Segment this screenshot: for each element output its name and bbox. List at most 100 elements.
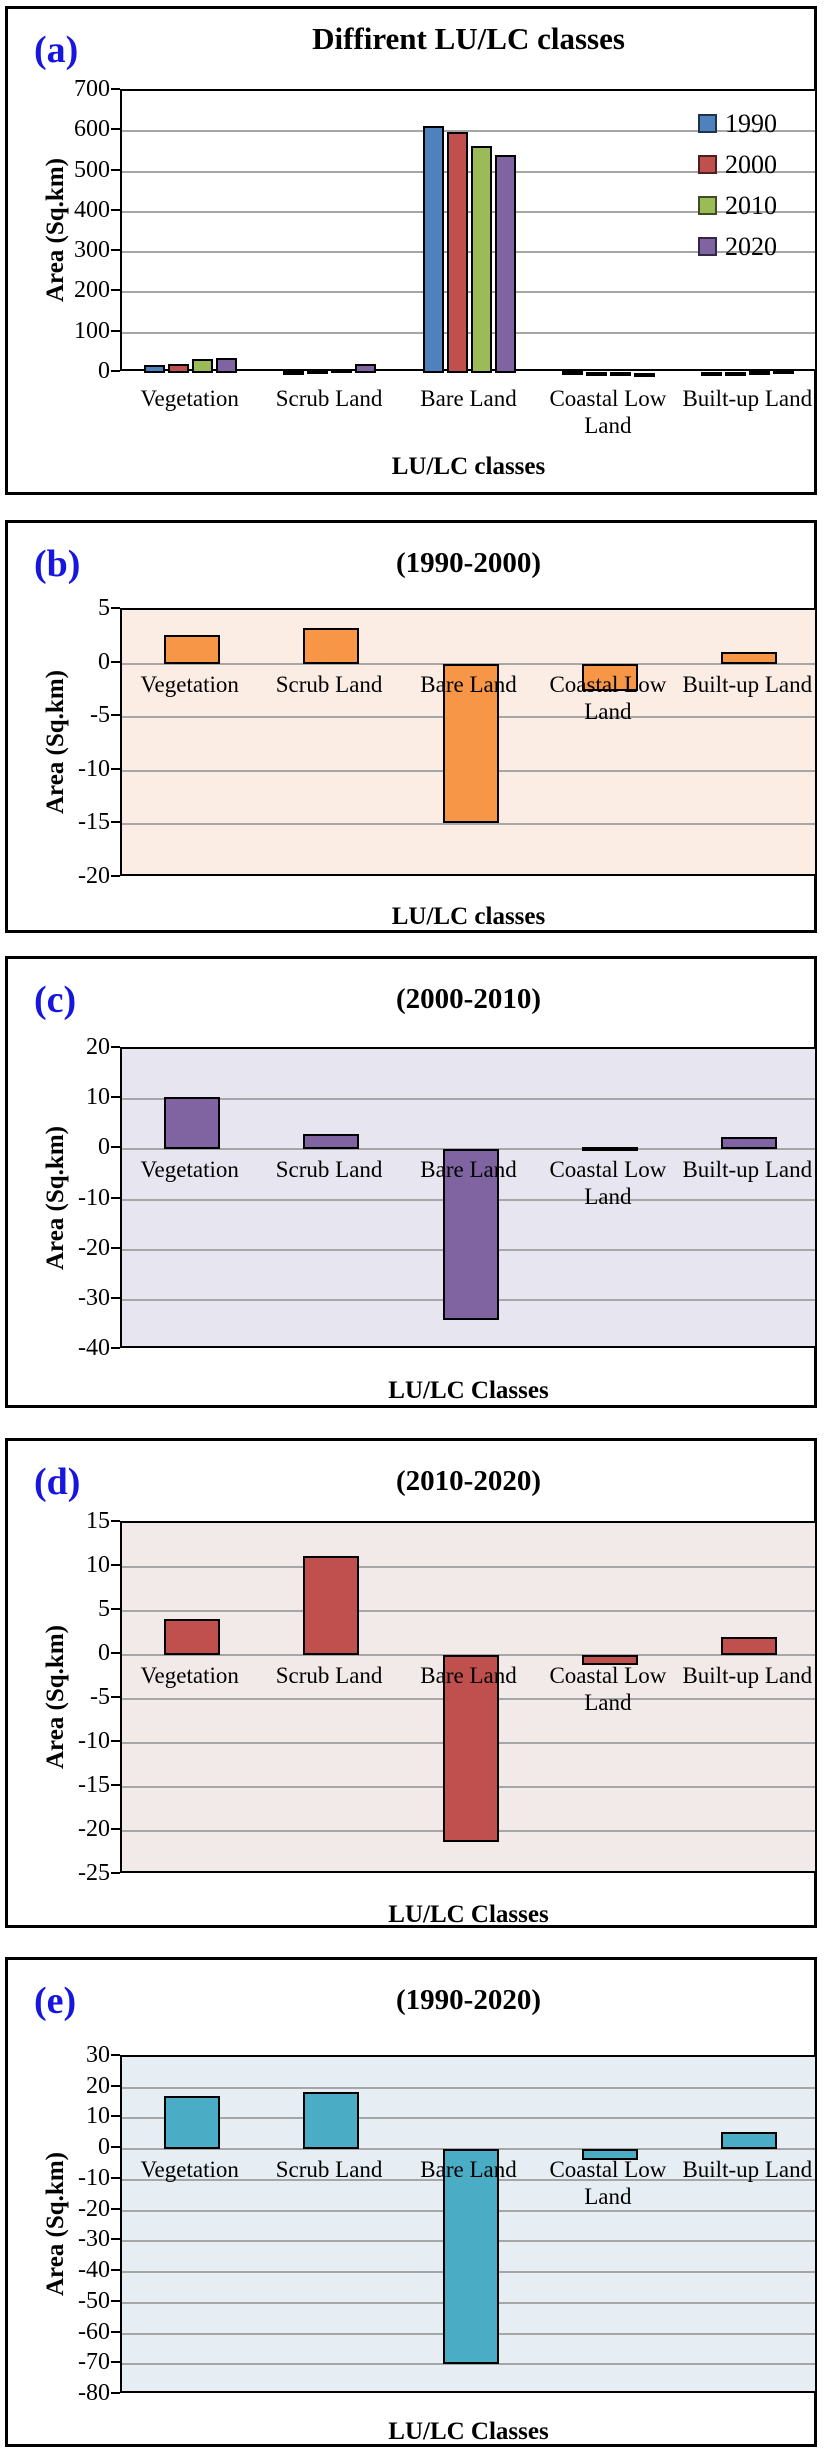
bar-bare-land-2000 [446, 132, 468, 373]
y-tick-label: 5 [98, 595, 110, 621]
gridline [122, 823, 815, 826]
legend-swatch-2010 [698, 196, 717, 215]
y-tick-label: -20 [78, 2195, 110, 2222]
y-tick-mark [111, 1872, 120, 1874]
x-category-label: Scrub Land [275, 1157, 383, 1183]
x-category-label: Scrub Land [275, 2157, 383, 2183]
y-tick-label: -20 [78, 1816, 110, 1842]
y-tick-label: 0 [98, 1640, 110, 1666]
x-category-label: Bare Land [420, 2157, 517, 2183]
bar-vegetation-1990 [143, 364, 165, 373]
x-category-label: Vegetation [140, 671, 239, 697]
x-category-label: Vegetation [140, 386, 239, 411]
y-tick-label: 10 [86, 1084, 110, 1111]
y-tick-label: 500 [74, 156, 110, 183]
bar-scrub-land-2010 [331, 368, 353, 373]
bar-bare-land [442, 1655, 499, 1842]
y-tick-mark [111, 714, 120, 717]
panel-d: (d) (2010-2020) Area (Sq.km) LU/LC Class… [5, 1438, 817, 1928]
chart-title-e: (1990-2020) [396, 1984, 541, 2016]
x-category-label: Built-up Land [682, 1663, 813, 1688]
legend-swatch-1990 [698, 114, 717, 133]
chart-title-c: (2000-2010) [396, 983, 541, 1015]
panel-c: (c) (2000-2010) Area (Sq.km) LU/LC Class… [5, 956, 817, 1408]
y-tick-label: 5 [98, 1596, 110, 1622]
x-category-label: Built-up Land [682, 1157, 813, 1183]
y-tick-label: 0 [98, 648, 110, 675]
bar-built-up-land [721, 1636, 778, 1655]
bar-coastal-low-land-2020 [633, 372, 655, 377]
x-axis-title-a: LU/LC classes [391, 453, 546, 480]
plot-area-b [120, 608, 817, 876]
y-tick-label: -20 [78, 1234, 110, 1261]
y-tick-label: -10 [78, 1728, 110, 1754]
y-tick-mark [111, 1564, 120, 1566]
panel-letter-e: (e) [34, 1980, 77, 2022]
y-tick-mark [111, 1246, 120, 1249]
y-tick-mark [111, 2392, 120, 2394]
y-tick-mark [111, 2269, 120, 2272]
x-category-label: Built-up Land [682, 386, 813, 411]
x-category-label: Built-up Land [682, 2157, 813, 2183]
bar-coastal-low-land [581, 1655, 638, 1665]
gridline [122, 130, 815, 133]
x-category-label: Coastal Low Land [549, 671, 667, 724]
y-tick-label: -5 [90, 702, 110, 729]
plot-area-a: 1990 2000 2010 2020 [120, 89, 817, 377]
y-tick-label: -80 [78, 2380, 110, 2406]
y-tick-mark [111, 128, 120, 131]
x-axis-title-c: LU/LC Classes [388, 1377, 549, 1404]
bar-scrub-land-1990 [283, 371, 305, 376]
x-category-label: Coastal Low Land [549, 1157, 667, 1210]
y-tick-mark [111, 370, 120, 372]
y-tick-label: 30 [86, 2042, 110, 2068]
gridline [122, 251, 815, 254]
y-tick-label: 20 [86, 1034, 110, 1060]
y-tick-label: -15 [78, 1772, 110, 1798]
y-tick-mark [111, 1696, 120, 1698]
x-category-label: Bare Land [420, 671, 517, 697]
panel-a: (a) Diffirent LU/LC classes Area (Sq.km)… [5, 6, 817, 495]
x-category-label: Vegetation [140, 2157, 239, 2183]
legend-item-2010: 2010 [698, 185, 777, 226]
x-category-label: Bare Land [420, 1157, 517, 1183]
y-tick-label: -70 [78, 2349, 110, 2376]
y-tick-mark [111, 88, 120, 90]
y-tick-label: 20 [86, 2072, 110, 2099]
bar-built-up-land-2020 [773, 370, 795, 375]
gridline [122, 2086, 815, 2089]
plot-area-e [120, 2055, 817, 2393]
x-category-label: Scrub Land [275, 671, 383, 697]
y-tick-mark [111, 1046, 120, 1048]
legend-label: 1990 [725, 108, 777, 138]
panel-letter-d: (d) [34, 1461, 81, 1503]
bar-vegetation-2010 [191, 359, 213, 373]
y-tick-label: -10 [78, 1184, 110, 1211]
legend-swatch-2000 [698, 155, 717, 174]
y-tick-mark [111, 1146, 120, 1149]
y-tick-label: 0 [98, 2134, 110, 2161]
bar-bare-land-1990 [422, 126, 444, 373]
bar-coastal-low-land-1990 [561, 371, 583, 376]
y-tick-label: -30 [78, 2226, 110, 2253]
bar-scrub-land-2000 [307, 370, 329, 375]
x-category-label: Bare Land [420, 386, 517, 411]
bar-scrub-land [303, 1555, 360, 1655]
bar-built-up-land [721, 1136, 778, 1150]
x-category-label: Coastal Low Land [549, 2157, 667, 2210]
y-tick-label: -10 [78, 2164, 110, 2191]
panel-letter-a: (a) [34, 29, 79, 71]
y-tick-mark [111, 660, 120, 663]
y-tick-mark [111, 2176, 120, 2179]
y-tick-label: 200 [74, 277, 110, 304]
y-tick-label: -50 [78, 2287, 110, 2314]
gridline [122, 331, 815, 334]
y-tick-label: -5 [90, 1684, 110, 1710]
y-tick-mark [111, 1652, 120, 1654]
legend-swatch-2020 [698, 237, 717, 256]
y-tick-mark [111, 1520, 120, 1522]
y-tick-mark [111, 1296, 120, 1299]
y-tick-mark [111, 1347, 120, 1349]
legend-item-1990: 1990 [698, 103, 777, 144]
x-category-label: Scrub Land [275, 386, 383, 411]
